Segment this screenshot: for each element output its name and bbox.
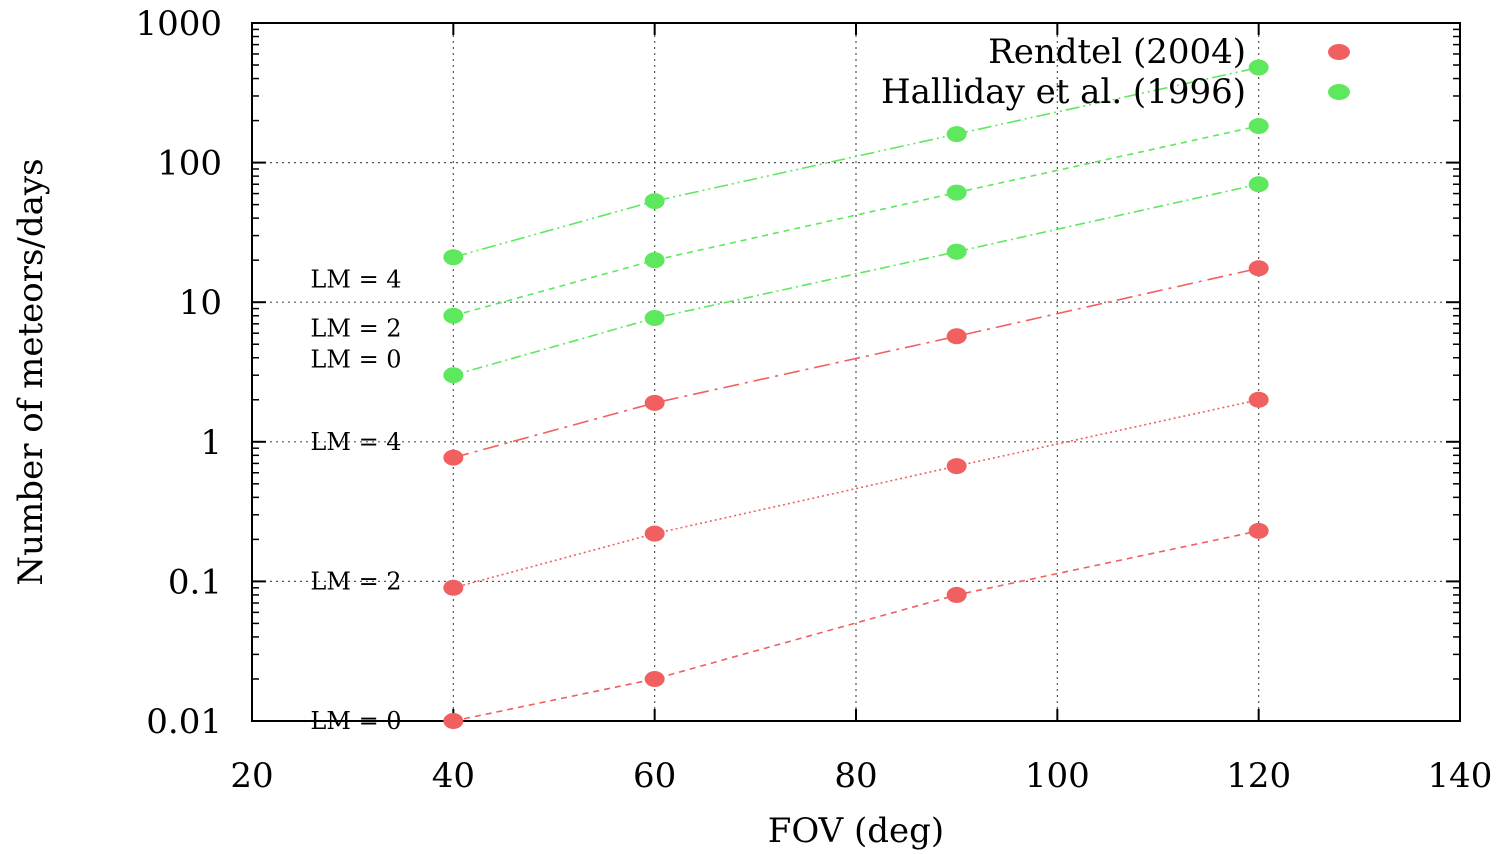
y-tick-label: 1000 — [135, 4, 222, 44]
y-tick-label: 10 — [179, 283, 222, 323]
data-point — [644, 525, 665, 542]
series-line — [453, 183, 1259, 376]
x-tick-label: 40 — [432, 756, 475, 796]
data-point — [443, 713, 464, 729]
y-tick-label: 100 — [157, 144, 222, 184]
data-point — [946, 243, 967, 260]
data-point — [443, 249, 464, 266]
lm-annotation: LM = 4 — [310, 266, 401, 294]
series-lines — [453, 66, 1259, 722]
x-axis: 20 40 60 80 100 120 140 — [230, 23, 1492, 796]
grid — [252, 23, 1460, 721]
legend-label: Rendtel (2004) — [988, 32, 1246, 72]
data-point — [1248, 260, 1269, 277]
data-point — [946, 586, 967, 603]
data-point — [946, 184, 967, 201]
x-tick-label: 100 — [1025, 756, 1090, 796]
data-point — [1248, 117, 1269, 134]
lm-annotations: LM = 4 LM = 2 LM = 0 LM = 4 LM = 2 LM = 0 — [310, 266, 401, 735]
series-line — [453, 66, 1259, 258]
data-point — [644, 394, 665, 411]
series-line — [453, 125, 1259, 317]
legend: Rendtel (2004)Halliday et al. (1996) — [881, 32, 1350, 112]
data-point — [946, 458, 967, 475]
legend-marker — [1328, 44, 1350, 60]
data-point — [443, 579, 464, 596]
x-tick-label: 60 — [633, 756, 676, 796]
legend-marker — [1328, 84, 1350, 100]
x-tick-label: 80 — [834, 756, 877, 796]
data-point — [443, 449, 464, 466]
x-tick-label: 20 — [230, 756, 273, 796]
y-axis-title: Number of meteors/days — [11, 158, 51, 585]
data-point — [1248, 522, 1269, 539]
legend-label: Halliday et al. (1996) — [881, 72, 1246, 112]
y-tick-label: 0.1 — [168, 562, 222, 602]
series-line — [453, 267, 1259, 459]
series-points — [443, 59, 1269, 729]
y-tick-label: 0.01 — [146, 702, 222, 742]
series-line — [453, 530, 1259, 722]
data-point — [1248, 176, 1269, 193]
x-axis-title: FOV (deg) — [768, 811, 944, 851]
x-tick-label: 120 — [1226, 756, 1291, 796]
y-axis: 0.01 0.1 1 10 100 1000 — [135, 4, 1460, 742]
data-point — [443, 367, 464, 384]
data-point — [946, 328, 967, 345]
lm-annotation: LM = 4 — [310, 428, 401, 456]
lm-annotation: LM = 0 — [310, 707, 401, 735]
data-point — [1248, 59, 1269, 76]
data-point — [644, 193, 665, 210]
y-tick-label: 1 — [200, 423, 222, 463]
data-point — [443, 307, 464, 324]
data-point — [644, 252, 665, 269]
lm-annotation: LM = 2 — [310, 314, 401, 342]
data-point — [1248, 391, 1269, 408]
data-point — [644, 670, 665, 687]
lm-annotation: LM = 2 — [310, 567, 401, 595]
x-tick-label: 140 — [1428, 756, 1493, 796]
data-point — [946, 126, 967, 143]
lm-annotation: LM = 0 — [310, 345, 401, 373]
series-line — [453, 398, 1259, 589]
data-point — [644, 310, 665, 327]
